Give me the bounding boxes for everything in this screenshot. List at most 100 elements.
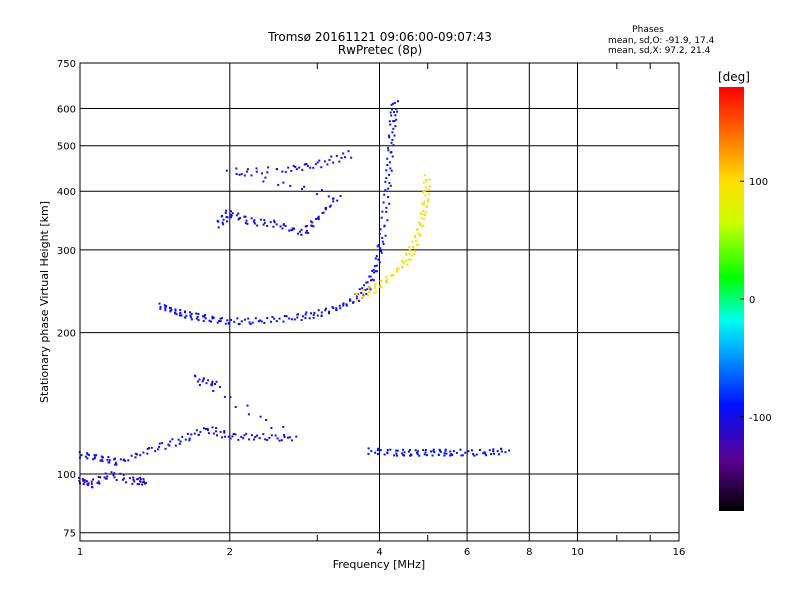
data-point — [265, 419, 268, 421]
data-point — [328, 159, 331, 161]
data-point — [252, 220, 255, 223]
data-point — [423, 200, 426, 203]
data-point — [355, 292, 358, 295]
data-point — [304, 225, 307, 228]
data-point — [306, 164, 309, 167]
data-point — [189, 316, 192, 319]
data-point — [198, 384, 201, 386]
y-tick-label: 600 — [57, 105, 76, 116]
data-point — [378, 261, 381, 264]
data-point — [328, 310, 331, 313]
data-point — [410, 454, 413, 457]
data-point — [225, 216, 228, 219]
data-point — [254, 436, 257, 438]
data-point — [419, 212, 422, 215]
data-point — [301, 315, 304, 318]
data-point — [367, 287, 370, 290]
data-point — [317, 216, 320, 219]
data-point — [393, 454, 396, 457]
data-point — [389, 448, 392, 451]
data-point — [150, 446, 153, 449]
data-point — [142, 451, 145, 454]
data-point — [390, 114, 393, 117]
colorbar-tick-label: -100 — [749, 413, 772, 424]
data-point — [374, 257, 377, 260]
data-point — [452, 450, 455, 453]
data-point — [291, 228, 294, 231]
data-point — [305, 163, 308, 165]
data-point — [132, 476, 135, 479]
data-point — [178, 442, 181, 445]
data-point — [97, 476, 100, 478]
data-point — [86, 457, 89, 460]
data-point — [169, 440, 172, 443]
data-point — [362, 294, 365, 297]
data-point — [121, 478, 124, 481]
data-point — [180, 314, 183, 317]
data-point — [244, 318, 247, 321]
data-point — [402, 261, 405, 264]
data-point — [322, 211, 325, 214]
data-point — [419, 234, 422, 237]
data-point — [424, 449, 427, 451]
data-point — [169, 307, 172, 310]
x-axis-ticks: 1 2 4 6 8 10 16 — [77, 63, 685, 558]
data-point — [372, 271, 375, 274]
data-point — [141, 483, 144, 486]
data-point — [235, 167, 238, 170]
data-point — [389, 167, 392, 170]
data-point — [84, 455, 87, 458]
data-point — [482, 452, 485, 455]
data-point — [237, 218, 240, 221]
data-point — [500, 450, 503, 453]
data-point — [467, 450, 470, 453]
data-point — [273, 219, 276, 222]
data-point — [136, 453, 139, 456]
data-point — [405, 260, 408, 263]
data-point — [115, 463, 118, 466]
data-point — [93, 454, 96, 457]
data-point — [285, 315, 288, 318]
data-point — [338, 160, 341, 163]
data-point — [240, 435, 243, 438]
data-point — [247, 413, 250, 416]
data-point — [405, 254, 408, 257]
data-point — [235, 214, 238, 217]
data-point — [157, 448, 160, 451]
data-point — [461, 454, 464, 457]
data-point — [219, 320, 222, 323]
data-point — [78, 480, 81, 482]
data-point — [112, 474, 115, 477]
data-point — [358, 299, 361, 302]
data-point — [379, 228, 382, 231]
data-point — [195, 429, 198, 432]
data-point — [416, 453, 419, 456]
data-point — [202, 427, 205, 430]
data-point — [253, 438, 255, 441]
data-point — [81, 478, 84, 480]
data-point — [100, 455, 103, 458]
data-point — [391, 131, 394, 134]
data-point — [106, 475, 109, 478]
data-point — [303, 185, 306, 188]
data-point — [391, 155, 394, 158]
data-point — [104, 477, 107, 480]
data-point — [385, 206, 388, 209]
data-point — [386, 279, 389, 282]
data-point — [381, 240, 384, 243]
data-point — [326, 163, 329, 166]
data-point — [226, 319, 229, 322]
data-point — [142, 478, 145, 481]
data-point — [316, 314, 319, 317]
data-point — [246, 222, 249, 225]
x-axis-label: Frequency [MHz] — [333, 558, 425, 571]
data-point — [270, 434, 273, 437]
data-point — [300, 319, 303, 321]
data-point — [148, 447, 150, 450]
data-point — [428, 178, 431, 181]
data-point — [310, 312, 312, 315]
data-point — [86, 483, 89, 486]
stats-line-o: mean, sd,O: -91.9, 17.4 — [608, 36, 715, 46]
data-point — [361, 287, 364, 290]
data-point — [266, 224, 269, 227]
